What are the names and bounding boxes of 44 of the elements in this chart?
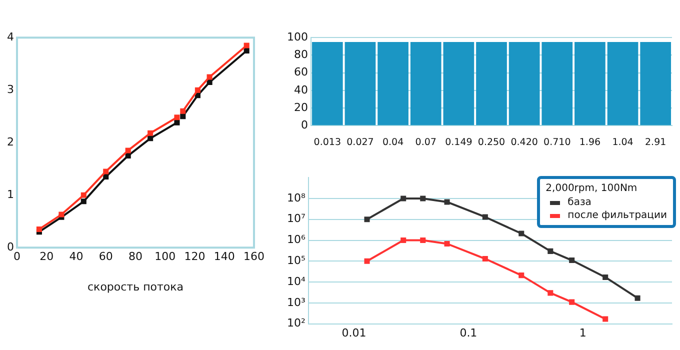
x-tick-label: 0.149 (445, 136, 472, 148)
x-axis-title: скорость потока (87, 280, 184, 294)
x-tick-label: 2.91 (645, 136, 666, 148)
y-tick-label: 10⁶ (286, 233, 306, 246)
x-tick-label: 100 (154, 250, 176, 264)
y-tick-label: 40 (294, 83, 308, 96)
x-tick-label: 120 (184, 250, 206, 264)
x-tick-label: 0.250 (478, 136, 506, 148)
y-tick-label: 80 (294, 48, 308, 62)
x-tick-label: 0.1 (460, 326, 478, 340)
x-tick-label: 0.07 (415, 136, 436, 148)
y-tick-label: 2 (7, 135, 14, 148)
y-tick-label: 100 (286, 30, 308, 44)
y-tick-label: 0 (300, 118, 308, 132)
y-tick-label: 4 (7, 30, 14, 44)
y-tick-label: 10⁵ (286, 254, 306, 267)
x-tick-label: 0.013 (314, 136, 342, 148)
y-tick-label: 10² (286, 316, 306, 330)
x-tick-label: 1 (579, 326, 586, 340)
x-tick-label: 0.710 (544, 136, 571, 148)
x-tick-label: 0.04 (382, 136, 404, 148)
x-tick-label: 40 (69, 250, 84, 264)
x-tick-label: 20 (40, 250, 54, 264)
y-tick-label: 1 (7, 188, 14, 201)
x-tick-label: 160 (244, 250, 264, 264)
y-tick-label: 10⁷ (286, 212, 306, 226)
x-tick-label: 1.04 (612, 136, 634, 148)
x-tick-label: 0.027 (346, 136, 374, 148)
legend-label: база (568, 197, 592, 208)
y-tick-label: 60 (294, 66, 308, 79)
x-tick-label: 60 (98, 250, 113, 264)
y-tick-label: 20 (294, 100, 308, 114)
x-tick-label: 0.01 (342, 326, 366, 340)
legend-label: после фильтрации (568, 210, 667, 221)
x-tick-label: 0.420 (510, 136, 538, 148)
y-tick-label: 10⁴ (286, 274, 306, 288)
y-tick-label: 0 (7, 240, 14, 254)
x-tick-label: 140 (214, 250, 235, 264)
x-tick-label: 1.96 (579, 136, 601, 148)
y-tick-label: 10³ (286, 296, 306, 309)
legend-title: 2,000rpm, 100Nm (546, 183, 638, 194)
y-tick-label: 10⁸ (286, 191, 306, 204)
y-tick-label: 3 (7, 82, 14, 96)
x-tick-label: 80 (128, 250, 142, 264)
